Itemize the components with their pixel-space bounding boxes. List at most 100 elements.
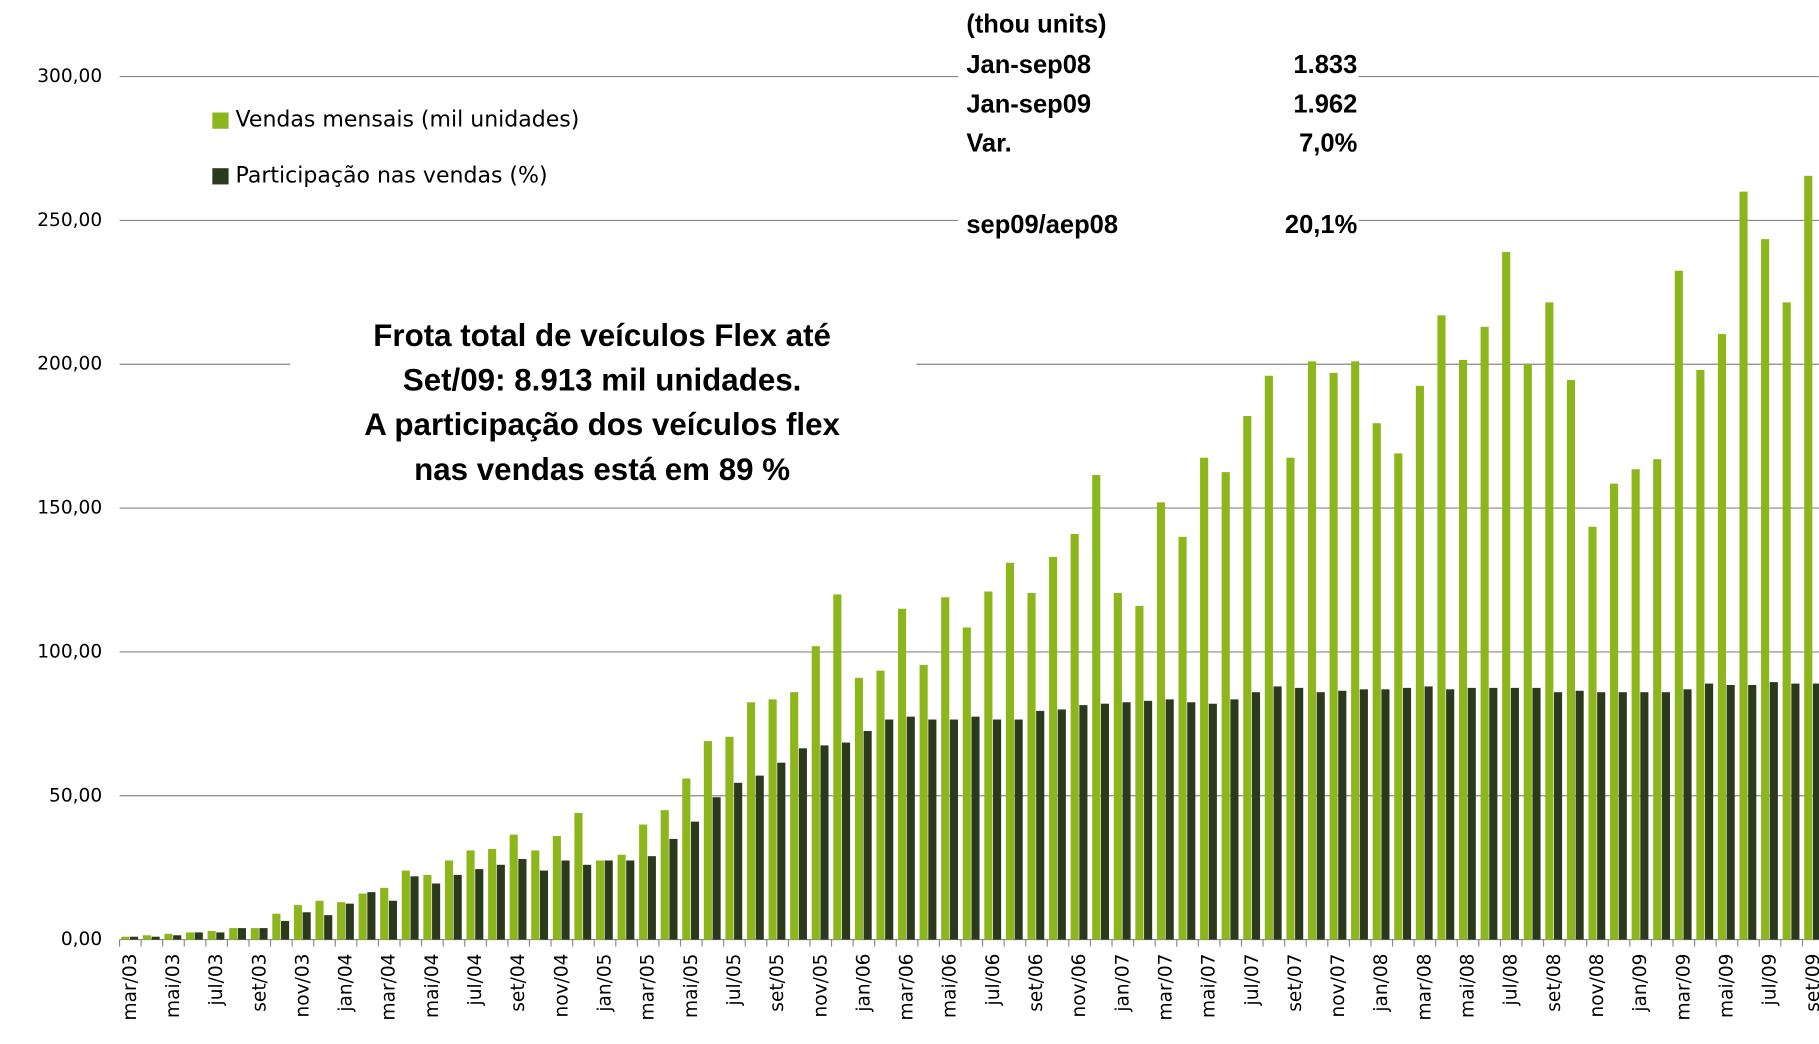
bar [660, 810, 669, 940]
bar [1057, 709, 1066, 940]
bar [725, 736, 734, 940]
bar [690, 821, 700, 940]
bar [1510, 687, 1519, 940]
x-tick-label: set/05 [767, 954, 788, 1012]
x-tick-label: jan/05 [595, 954, 616, 1013]
bar [811, 646, 820, 940]
x-tick-label: jul/04 [465, 954, 486, 1007]
bar [388, 900, 398, 940]
x-tick-label: mar/04 [379, 954, 400, 1021]
x-tick-label: jul/09 [1760, 954, 1781, 1007]
bar [1791, 683, 1800, 940]
x-tick-label: mar/05 [638, 954, 659, 1021]
bar [1502, 252, 1511, 940]
x-tick-label: mai/07 [1199, 954, 1220, 1018]
table-value: 1.962 [1293, 90, 1357, 118]
table-label: Var. [966, 130, 1011, 158]
bar [790, 692, 799, 940]
bar [1351, 361, 1360, 940]
x-tick-label: set/06 [1026, 954, 1047, 1012]
bar [604, 860, 613, 940]
bar [1804, 175, 1813, 940]
x-tick-label: jan/09 [1630, 954, 1651, 1013]
bar [552, 836, 561, 940]
x-tick-label: nov/08 [1587, 954, 1608, 1018]
y-tick-label: 0,00 [61, 929, 102, 950]
bar [194, 932, 203, 940]
bar [453, 874, 462, 940]
x-tick-label: mar/03 [120, 954, 141, 1021]
bar [984, 591, 993, 940]
bar [574, 813, 583, 940]
bar [1027, 592, 1036, 940]
x-tick-label: jul/06 [983, 954, 1004, 1007]
bar [1812, 683, 1819, 940]
y-tick-label: 200,00 [37, 354, 102, 375]
bar [885, 719, 894, 940]
x-tick-label: mai/04 [422, 954, 443, 1018]
bar [1338, 690, 1347, 940]
bar [151, 936, 160, 940]
legend-label: Participação nas vendas (%) [236, 163, 548, 188]
bar [941, 597, 950, 940]
bar [237, 928, 246, 940]
bar [1307, 361, 1317, 940]
bar [898, 608, 907, 940]
bar [1208, 703, 1217, 940]
bar [1243, 416, 1252, 940]
bar [1264, 375, 1273, 940]
bar [962, 627, 971, 940]
x-tick-label: nov/03 [292, 954, 313, 1018]
x-tick-label: jul/05 [724, 954, 745, 1007]
x-tick-label: set/08 [1544, 954, 1565, 1012]
table-value: 20,1% [1285, 211, 1357, 239]
bar [1187, 702, 1196, 940]
bar [1070, 533, 1079, 940]
x-tick-label: mar/08 [1414, 954, 1435, 1021]
bar [1610, 483, 1619, 940]
bar [216, 932, 225, 940]
annotation-background [290, 310, 917, 497]
annotation: Frota total de veículos Flex até [373, 318, 831, 353]
bar [272, 913, 281, 940]
bar [324, 915, 333, 940]
bar [1769, 682, 1778, 940]
bar [207, 930, 216, 940]
bar [1251, 692, 1261, 940]
bar [367, 892, 376, 940]
bar [1489, 687, 1498, 940]
bar [1316, 692, 1325, 940]
bar [1480, 326, 1489, 940]
x-tick-label: mar/09 [1673, 954, 1694, 1021]
bar [595, 860, 605, 940]
bar [1295, 687, 1304, 940]
bar [1705, 683, 1714, 940]
bar [703, 741, 712, 940]
bar [1661, 692, 1670, 940]
bar [1221, 472, 1230, 940]
x-tick-label: nov/05 [810, 954, 831, 1018]
bar [1761, 239, 1770, 940]
bar [1286, 457, 1295, 940]
bar [121, 936, 130, 940]
y-tick-label: 100,00 [37, 641, 102, 662]
bar [639, 824, 648, 940]
bar [1545, 302, 1554, 940]
bar [281, 920, 290, 940]
x-tick-label: set/07 [1285, 954, 1306, 1012]
annotation: Set/09: 8.913 mil unidades. [403, 363, 802, 398]
bar [734, 782, 743, 940]
bar [993, 719, 1002, 940]
bar [798, 748, 807, 940]
legend-label: Vendas mensais (mil unidades) [236, 108, 580, 133]
bar [423, 874, 432, 940]
x-tick-label: nov/07 [1328, 954, 1349, 1018]
legend-swatch [212, 168, 229, 185]
bar [1005, 562, 1015, 940]
bar [475, 869, 484, 940]
table-value: 1.833 [1293, 51, 1357, 79]
bar [1674, 270, 1683, 940]
bar [509, 834, 518, 940]
table-background [958, 0, 1359, 246]
x-tick-label: set/04 [508, 954, 529, 1012]
